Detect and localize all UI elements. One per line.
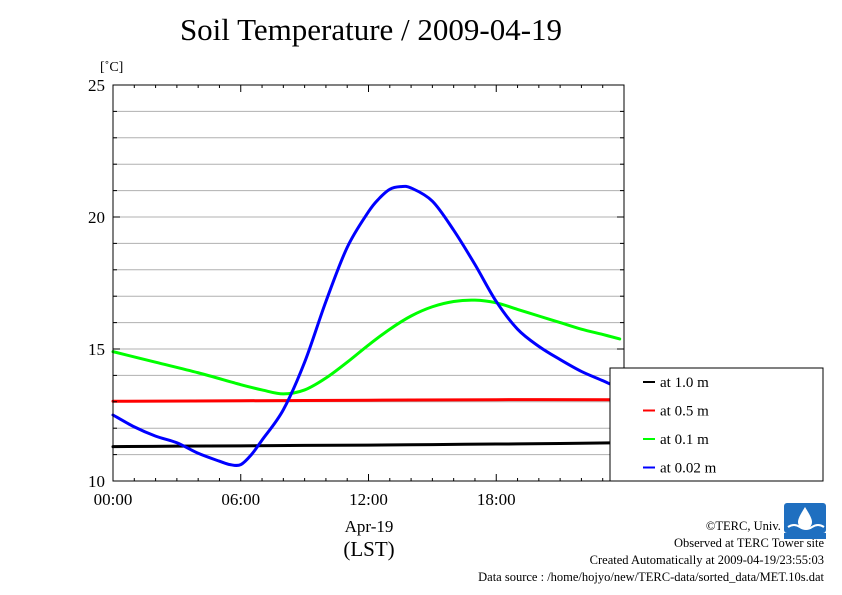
series-line-2 [111, 298, 622, 396]
series-lines [111, 184, 622, 468]
x-axis-date-label: Apr-19 [345, 517, 394, 536]
chart-title: Soil Temperature / 2009-04-19 [179, 12, 563, 47]
y-tick-label: 20 [88, 208, 105, 227]
y-tick-label: 15 [88, 340, 105, 359]
y-tick-label: 25 [88, 76, 105, 95]
legend-box [609, 367, 824, 482]
y-axis-unit-label: [˚C] [100, 60, 123, 75]
data-source-text: Data source : /home/hojyo/new/TERC-data/… [478, 570, 824, 584]
y-tick-label: 10 [88, 472, 105, 491]
observed-site-text: Observed at TERC Tower site [673, 536, 824, 550]
x-tick-label: 00:00 [94, 490, 133, 509]
x-axis-unit-label: (LST) [343, 537, 394, 561]
plot-frame [112, 84, 625, 482]
created-timestamp-text: Created Automatically at 2009-04-19/23:5… [589, 553, 824, 567]
legend-label: at 0.1 m [660, 432, 709, 448]
legend: at 1.0 m at 0.5 m at 0.1 m at 0.02 m [609, 367, 824, 482]
x-tick-label: 12:00 [349, 490, 388, 509]
legend-label: at 0.5 m [660, 404, 709, 420]
x-tick-label: 06:00 [221, 490, 260, 509]
series-line-1 [111, 398, 622, 403]
legend-label: at 1.0 m [660, 375, 709, 391]
terc-logo [784, 503, 826, 539]
series-line-3 [111, 184, 622, 468]
grid-lines [113, 110, 624, 456]
x-tick-label: 18:00 [477, 490, 516, 509]
legend-label: at 0.02 m [660, 461, 717, 477]
series-line-0 [111, 441, 622, 449]
